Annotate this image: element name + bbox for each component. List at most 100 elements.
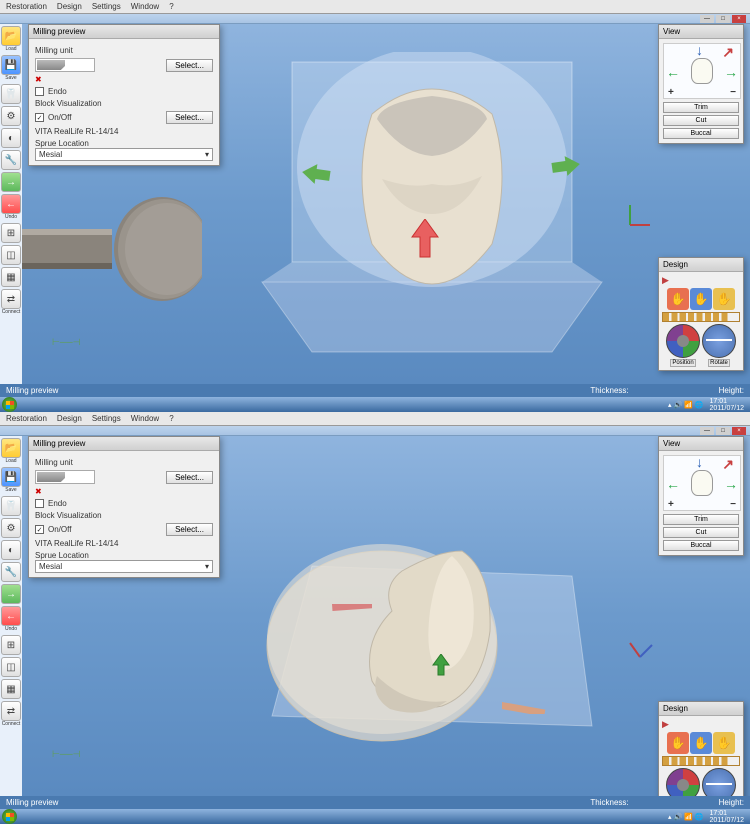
hand-tool-1[interactable]: ✋ [667,288,689,310]
undo-icon[interactable]: ← [1,194,21,214]
nav-upright-icon[interactable]: ↗ [722,44,734,61]
nav-downleft-icon[interactable]: + [668,87,674,98]
tool3-icon[interactable]: 🦷 [1,496,21,516]
select-unit-button[interactable]: Select... [166,471,213,484]
tool6-icon[interactable]: 🔧 [1,150,21,170]
tool4-icon[interactable]: ⚙ [1,106,21,126]
save-icon[interactable]: 💾 [1,467,21,487]
menu-design[interactable]: Design [57,414,82,423]
view-panel: View ↓ ↗ ← → + − Trim Cut Buccal [658,436,744,556]
nav-right-icon[interactable]: → [724,64,738,80]
sprue-dropdown[interactable]: Mesial ▾ [35,148,213,161]
menu-design[interactable]: Design [57,2,82,11]
rotate-wheel[interactable] [702,768,736,796]
nav-right-icon[interactable]: → [724,476,738,492]
trim-button[interactable]: Trim [663,102,739,113]
trim-button[interactable]: Trim [663,514,739,525]
tool6-icon[interactable]: 🔧 [1,562,21,582]
maximize-button[interactable]: □ [716,427,730,435]
hand-tool-2[interactable]: ✋ [690,288,712,310]
tool11-icon[interactable]: ▦ [1,267,21,287]
status-thickness: Thickness: [590,386,628,395]
load-icon[interactable]: 📂 [1,26,21,46]
hand-tool-3[interactable]: ✋ [713,288,735,310]
scale-indicator: ⊢──⊣ [52,337,80,348]
position-wheel[interactable] [666,324,700,358]
tray-icons[interactable]: ▴ 🔊 📶 🌐 [668,401,704,409]
arrow-up [410,219,440,264]
tool10-icon[interactable]: ◫ [1,245,21,265]
nav-left-icon[interactable]: ← [666,64,680,80]
milling-unit-slot[interactable] [35,58,95,72]
load-icon-label: Load [1,458,21,464]
nav-upright-icon[interactable]: ↗ [722,456,734,473]
endo-checkbox[interactable] [35,499,44,508]
tool4-icon[interactable]: ⚙ [1,518,21,538]
minimize-button[interactable]: — [700,427,714,435]
maximize-button[interactable]: □ [716,15,730,23]
tool9-icon[interactable]: ⊞ [1,223,21,243]
save-icon[interactable]: 💾 [1,55,21,75]
undo-icon[interactable]: ← [1,606,21,626]
onoff-checkbox[interactable] [35,113,44,122]
cut-button[interactable]: Cut [663,527,739,538]
nav-downright-icon[interactable]: − [730,499,736,510]
status-height: Height: [719,798,744,807]
endo-checkbox[interactable] [35,87,44,96]
tray-date: 2011/07/12 [709,817,744,824]
menu-help[interactable]: ? [169,414,173,423]
close-button[interactable]: × [732,427,746,435]
menu-help[interactable]: ? [169,2,173,11]
arrow-left [302,162,332,191]
tool7-icon[interactable]: → [1,172,21,192]
menu-window[interactable]: Window [131,414,159,423]
tool9-icon[interactable]: ⊞ [1,635,21,655]
milling-unit-slot[interactable] [35,470,95,484]
cut-button[interactable]: Cut [663,115,739,126]
hand-tool-3[interactable]: ✋ [713,732,735,754]
hand-tool-1[interactable]: ✋ [667,732,689,754]
block-vis-label: Block Visualization [35,99,213,108]
axis-navigator[interactable]: ↓ ↗ ← → + − [663,43,741,99]
onoff-checkbox[interactable] [35,525,44,534]
sprue-dropdown[interactable]: Mesial ▾ [35,560,213,573]
nav-left-icon[interactable]: ← [666,476,680,492]
menu-window[interactable]: Window [131,2,159,11]
nav-downright-icon[interactable]: − [730,87,736,98]
arrow-small [432,654,450,681]
rotate-wheel[interactable] [702,324,736,358]
nav-up-icon[interactable]: ↓ [696,42,703,58]
connect-icon[interactable]: ⇄ [1,701,21,721]
tool10-icon[interactable]: ◫ [1,657,21,677]
axis-navigator[interactable]: ↓ ↗ ← → + − [663,455,741,511]
start-button[interactable] [2,397,17,412]
tool11-icon[interactable]: ▦ [1,679,21,699]
load-icon[interactable]: 📂 [1,438,21,458]
tray-icons[interactable]: ▴ 🔊 📶 🌐 [668,813,704,821]
tool5-icon[interactable]: ◐ [1,128,21,148]
select-unit-button[interactable]: Select... [166,59,213,72]
nav-up-icon[interactable]: ↓ [696,454,703,470]
connect-icon[interactable]: ⇄ [1,289,21,309]
menu-settings[interactable]: Settings [92,2,121,11]
buccal-button[interactable]: Buccal [663,128,739,139]
buccal-button[interactable]: Buccal [663,540,739,551]
menu-restoration[interactable]: Restoration [6,2,47,11]
close-button[interactable]: × [732,15,746,23]
endo-label: Endo [48,499,67,508]
tool3-icon[interactable]: 🦷 [1,84,21,104]
menu-restoration[interactable]: Restoration [6,414,47,423]
menu-settings[interactable]: Settings [92,414,121,423]
nav-downleft-icon[interactable]: + [668,499,674,510]
hand-tool-2[interactable]: ✋ [690,732,712,754]
warning-icon: ✖ [35,487,213,496]
axis-gizmo: > [626,201,654,234]
arrow-right [550,154,580,183]
select-block-button[interactable]: Select... [166,523,213,536]
start-button[interactable] [2,809,17,824]
select-block-button[interactable]: Select... [166,111,213,124]
tool5-icon[interactable]: ◐ [1,540,21,560]
position-wheel[interactable] [666,768,700,796]
minimize-button[interactable]: — [700,15,714,23]
tool7-icon[interactable]: → [1,584,21,604]
